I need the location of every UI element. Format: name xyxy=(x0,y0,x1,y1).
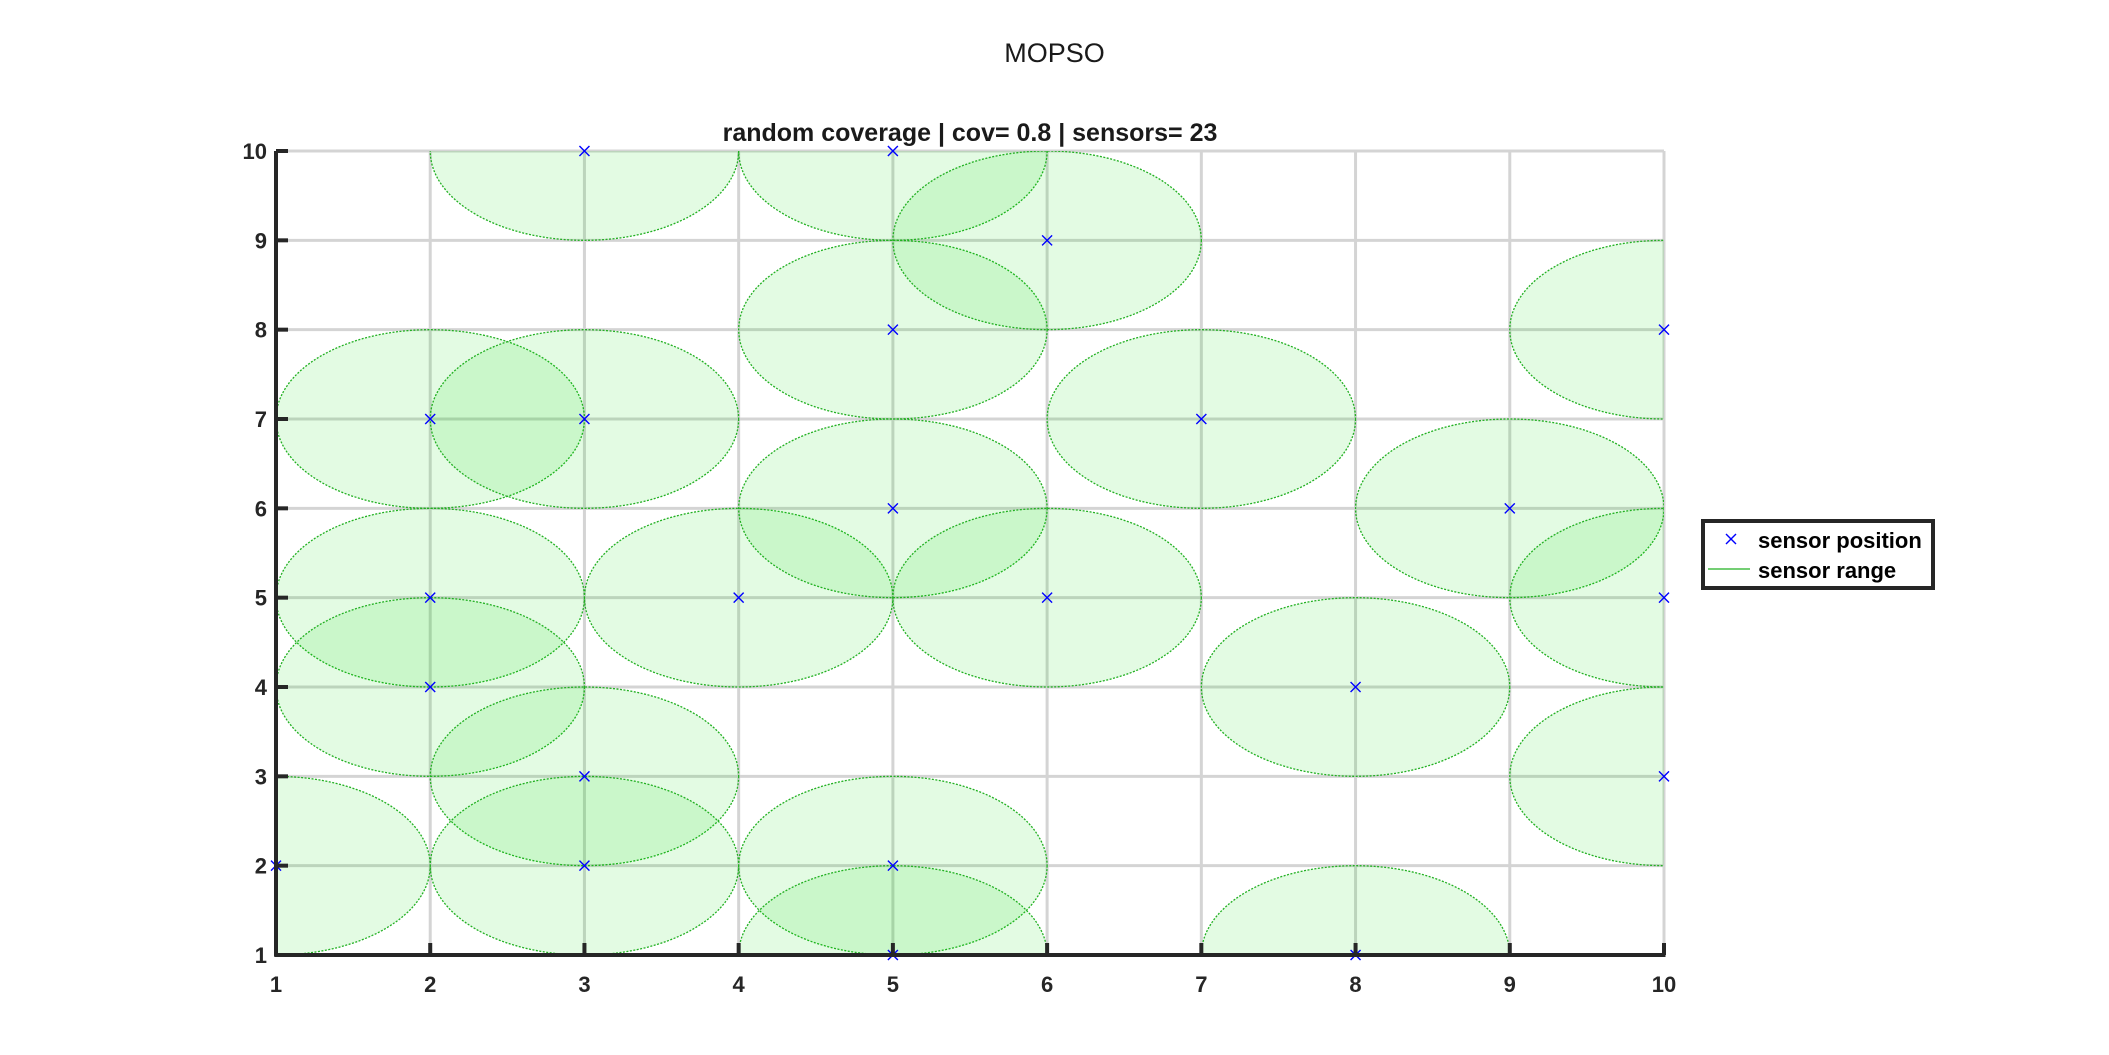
legend-marker-stroke xyxy=(1725,533,1737,545)
sensor-position-marker xyxy=(578,413,590,425)
sensor-position-marker xyxy=(1350,681,1362,693)
marker-stroke xyxy=(1658,770,1670,782)
marker-stroke xyxy=(1658,592,1670,604)
figure-title: MOPSO xyxy=(1004,38,1105,68)
marker-stroke xyxy=(733,592,745,604)
marker-stroke xyxy=(1041,592,1053,604)
sensor-position-marker xyxy=(887,145,899,157)
x-tick-label: 6 xyxy=(1041,972,1053,997)
sensor-position-marker xyxy=(424,681,436,693)
y-tick-label: 3 xyxy=(255,764,267,789)
sensor-position-layer xyxy=(270,145,1670,961)
sensor-position-marker xyxy=(424,413,436,425)
legend-label-sensor-range: sensor range xyxy=(1758,558,1896,583)
marker-stroke xyxy=(1041,234,1053,246)
sensor-position-marker xyxy=(887,324,899,336)
y-tick-label: 9 xyxy=(255,228,267,253)
sensor-position-marker xyxy=(887,860,899,872)
marker-stroke xyxy=(1350,681,1362,693)
sensor-position-marker xyxy=(578,145,590,157)
sensor-range-circle xyxy=(1200,865,1511,955)
sensor-range-circle xyxy=(738,151,1048,241)
legend-box xyxy=(1701,519,1935,590)
marker-stroke xyxy=(424,681,436,693)
sensor-position-marker xyxy=(887,502,899,514)
sensor-position-marker xyxy=(578,770,590,782)
sensor-range-circle xyxy=(1509,239,1664,420)
marker-stroke xyxy=(578,145,590,157)
legend-item-sensor-range: sensor range xyxy=(1708,558,1896,583)
x-tick-label: 5 xyxy=(887,972,899,997)
marker-stroke xyxy=(887,502,899,514)
y-tick-label: 7 xyxy=(255,407,267,432)
x-tick-label: 7 xyxy=(1195,972,1207,997)
sensor-range-circle xyxy=(1509,686,1664,867)
marker-stroke xyxy=(424,592,436,604)
legend-x-marker-icon xyxy=(1725,533,1737,545)
sensor-range-layer xyxy=(276,151,1664,955)
x-tick-label: 8 xyxy=(1349,972,1361,997)
sensor-range-circle xyxy=(1509,507,1664,688)
sensor-position-marker xyxy=(1041,592,1053,604)
sensor-position-marker xyxy=(578,860,590,872)
x-tick-label: 4 xyxy=(733,972,746,997)
x-tick-label: 2 xyxy=(424,972,436,997)
y-tick-label: 4 xyxy=(255,675,268,700)
y-tick-label: 5 xyxy=(255,586,267,611)
sensor-position-marker xyxy=(1658,324,1670,336)
x-tick-label: 9 xyxy=(1504,972,1516,997)
y-tick-label: 8 xyxy=(255,318,267,343)
marker-stroke xyxy=(578,770,590,782)
x-tick-label: 3 xyxy=(578,972,590,997)
chart-title: random coverage | cov= 0.8 | sensors= 23 xyxy=(723,119,1218,147)
sensor-position-marker xyxy=(1658,770,1670,782)
sensor-position-marker xyxy=(1504,502,1516,514)
y-tick-label: 1 xyxy=(255,943,267,968)
marker-stroke xyxy=(578,413,590,425)
sensor-range-circle xyxy=(429,151,740,241)
sensor-position-marker xyxy=(1658,592,1670,604)
sensor-position-marker xyxy=(733,592,745,604)
x-tick-label: 1 xyxy=(270,972,282,997)
axes: 1 2 3 4 5 6 7 8 9 10 1 2 3 4 5 6 7 8 9 10 xyxy=(243,139,1677,997)
marker-stroke xyxy=(887,324,899,336)
marker-stroke xyxy=(1195,413,1207,425)
sensor-position-marker xyxy=(1195,413,1207,425)
marker-stroke xyxy=(578,860,590,872)
legend[interactable]: sensor position sensor range xyxy=(1701,519,1935,590)
marker-stroke xyxy=(424,413,436,425)
legend-item-sensor-position: sensor position xyxy=(1725,528,1922,553)
y-tick-label: 10 xyxy=(243,139,267,164)
sensor-position-marker xyxy=(1041,234,1053,246)
sensor-position-marker xyxy=(424,592,436,604)
marker-stroke xyxy=(887,145,899,157)
marker-stroke xyxy=(1658,324,1670,336)
y-tick-label: 6 xyxy=(255,496,267,521)
marker-stroke xyxy=(887,860,899,872)
legend-label-sensor-position: sensor position xyxy=(1758,528,1922,553)
marker-stroke xyxy=(1504,502,1516,514)
y-tick-label: 2 xyxy=(255,854,267,879)
x-tick-label: 10 xyxy=(1652,972,1676,997)
sensor-range-circle xyxy=(738,865,1048,955)
